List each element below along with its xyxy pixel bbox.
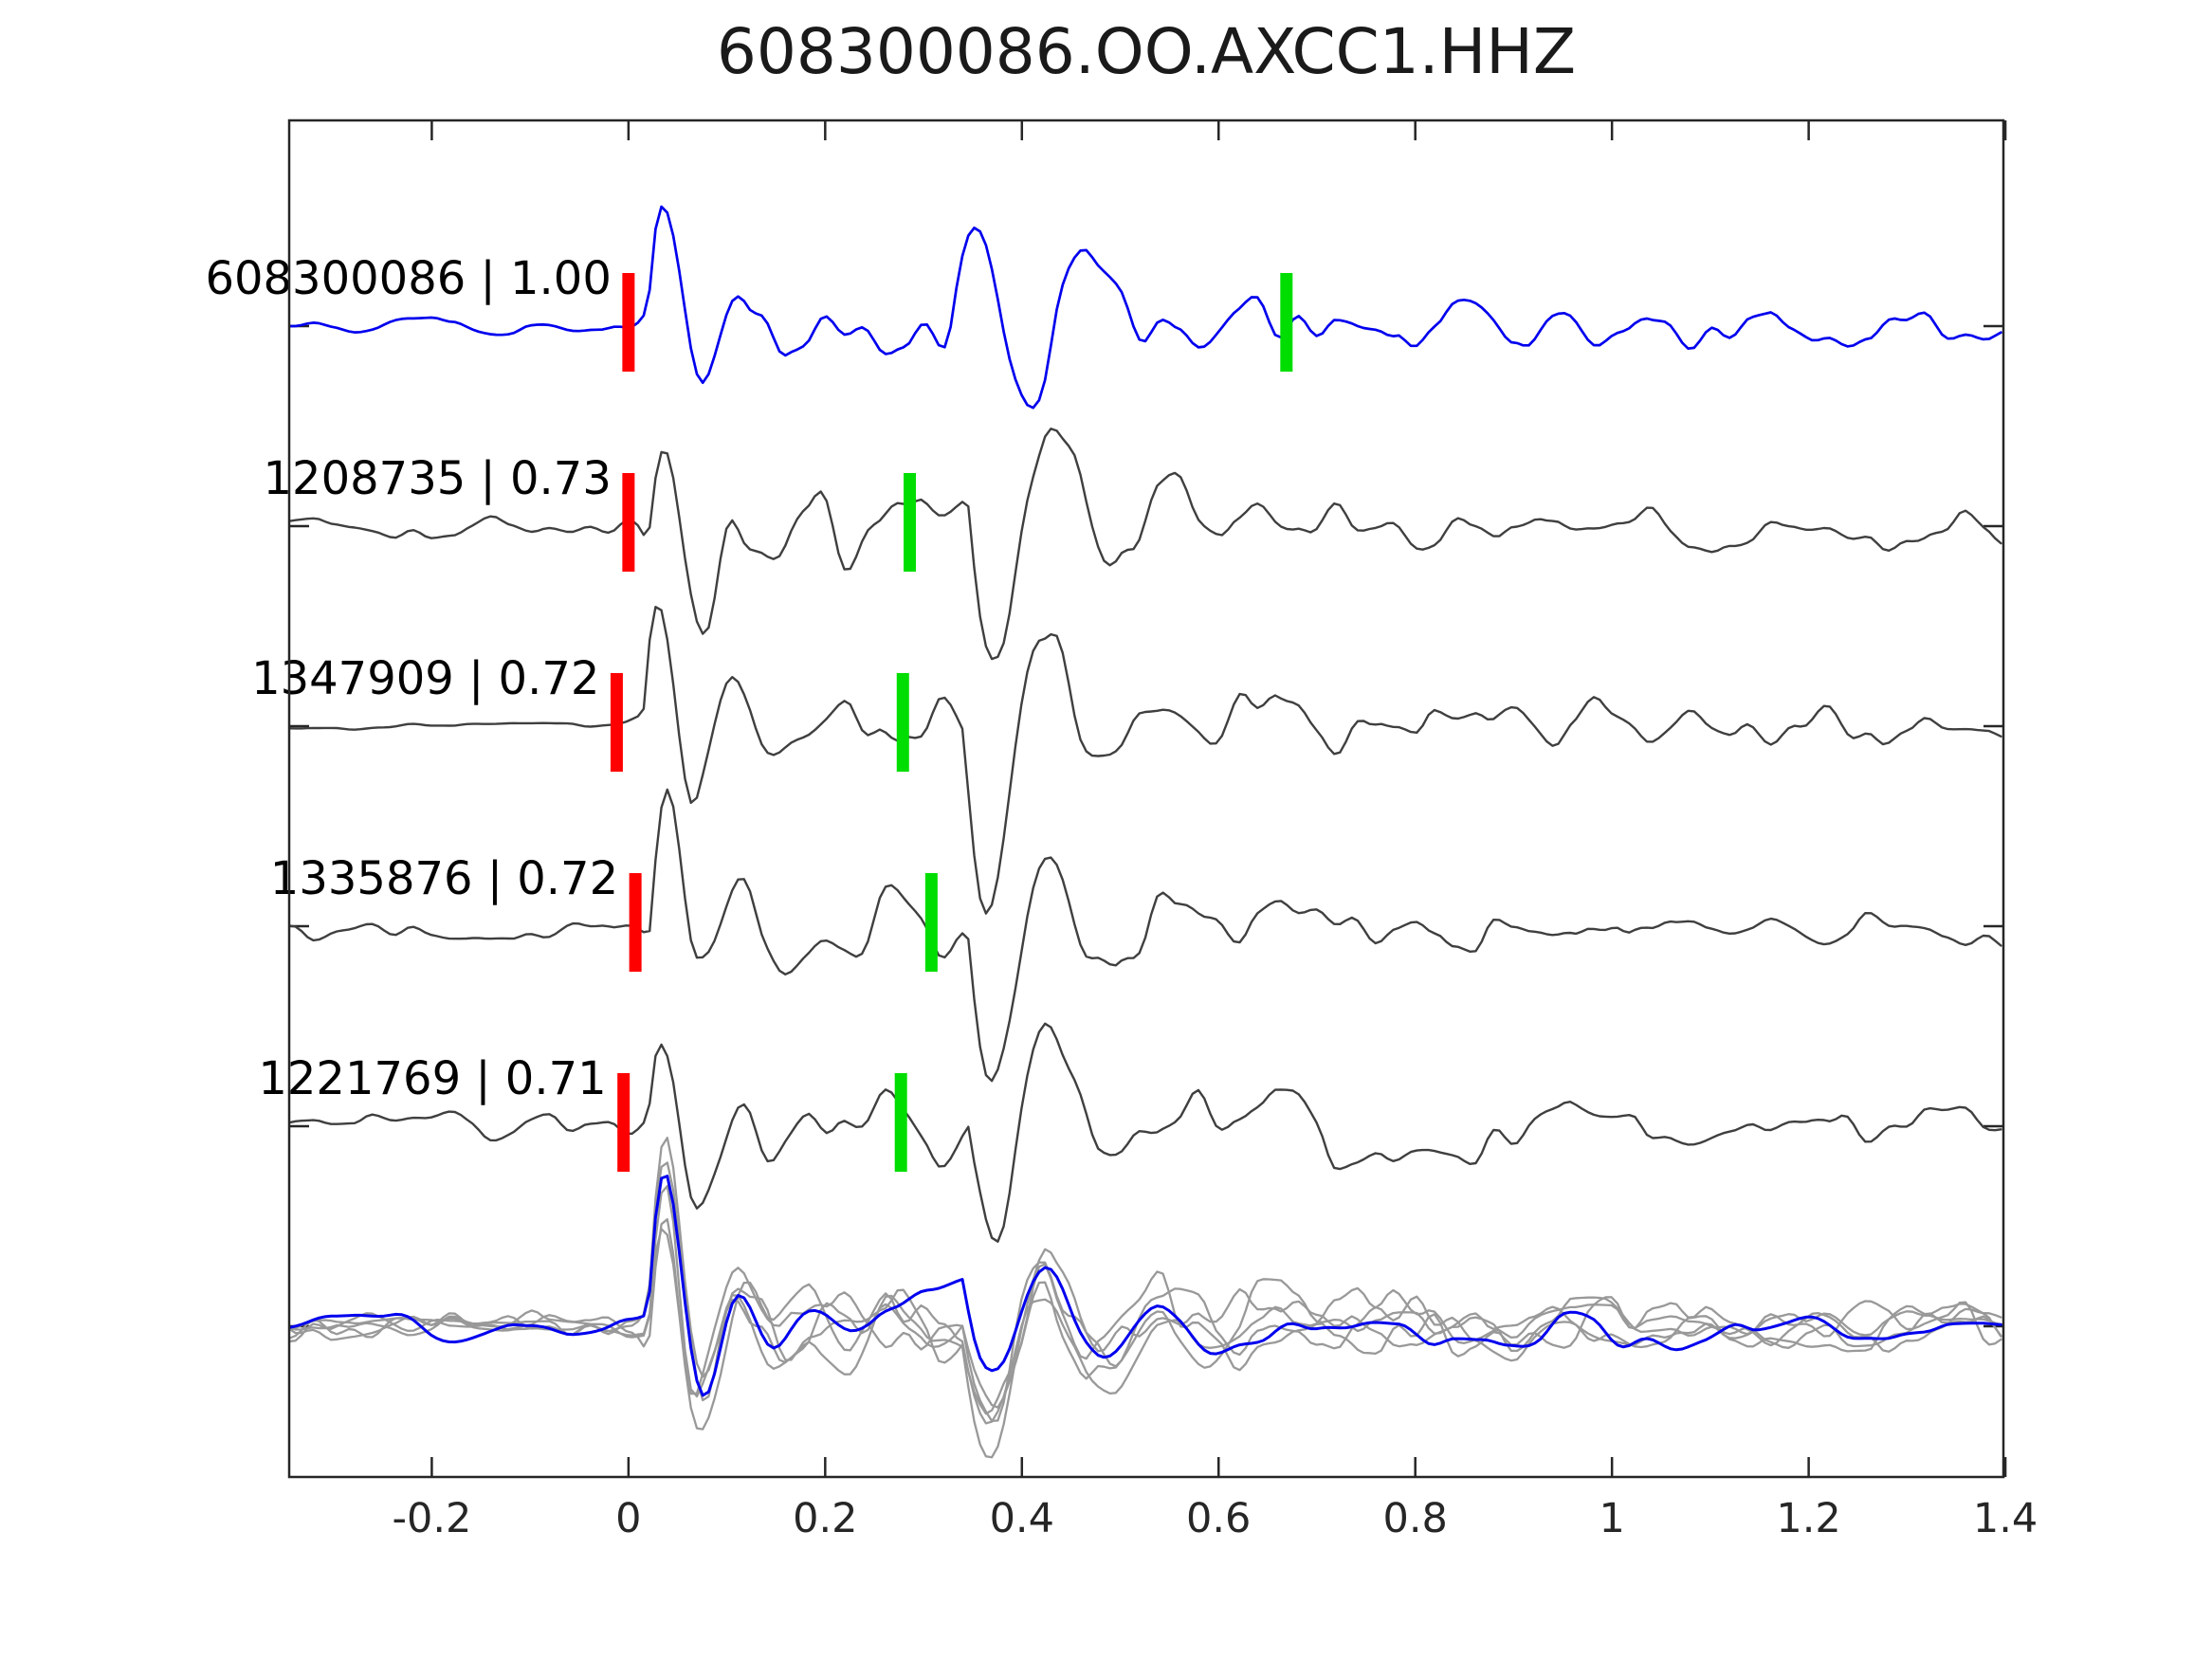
trace-label: 1347909 | 0.72 [251,652,599,705]
overlay-template-trace [290,1175,2002,1397]
overlay-gray-trace-1 [290,1161,2002,1409]
x-tick-label: 1.4 [1973,1495,2038,1542]
x-tick-label: -0.2 [392,1495,471,1542]
trace-label: 608300086 | 1.00 [205,252,611,305]
x-tick-label: 1 [1599,1495,1624,1542]
plot-border [287,118,2005,1479]
waveform-trace-1335876 [290,788,2002,1083]
s-pick-marker [894,1073,907,1172]
trace-label: 1208735 | 0.73 [264,452,612,505]
s-pick-marker [904,473,917,572]
x-tick-label: 0.8 [1383,1495,1448,1542]
p-pick-marker [610,673,623,772]
waveform-trace-608300086 [290,205,2002,410]
figure-title: 608300086.OO.AXCC1.HHZ [716,15,1577,88]
waveform-trace-1221769 [290,1022,2002,1243]
p-pick-marker [622,473,635,572]
x-tick-label: 1.2 [1776,1495,1840,1542]
p-pick-marker [617,1073,631,1172]
x-tick-label: 0.2 [793,1495,857,1542]
s-pick-marker [924,873,938,972]
waveform-group [290,205,2002,1459]
trace-label: 1335876 | 0.72 [270,852,618,905]
s-pick-marker [896,673,909,772]
x-tick-label: 0.4 [990,1495,1054,1542]
waveform-trace-1208735 [290,428,2002,661]
x-tick-label: 0 [615,1495,641,1542]
p-pick-marker [622,273,635,372]
overlay-gray-trace-2 [290,1137,2002,1459]
x-tick-label: 0.6 [1186,1495,1251,1542]
p-pick-marker [629,873,642,972]
s-pick-marker [1280,273,1293,372]
overlay-gray-trace-4 [290,1184,2002,1425]
trace-label: 1221769 | 0.71 [258,1052,606,1105]
waveform-trace-1347909 [290,606,2002,915]
